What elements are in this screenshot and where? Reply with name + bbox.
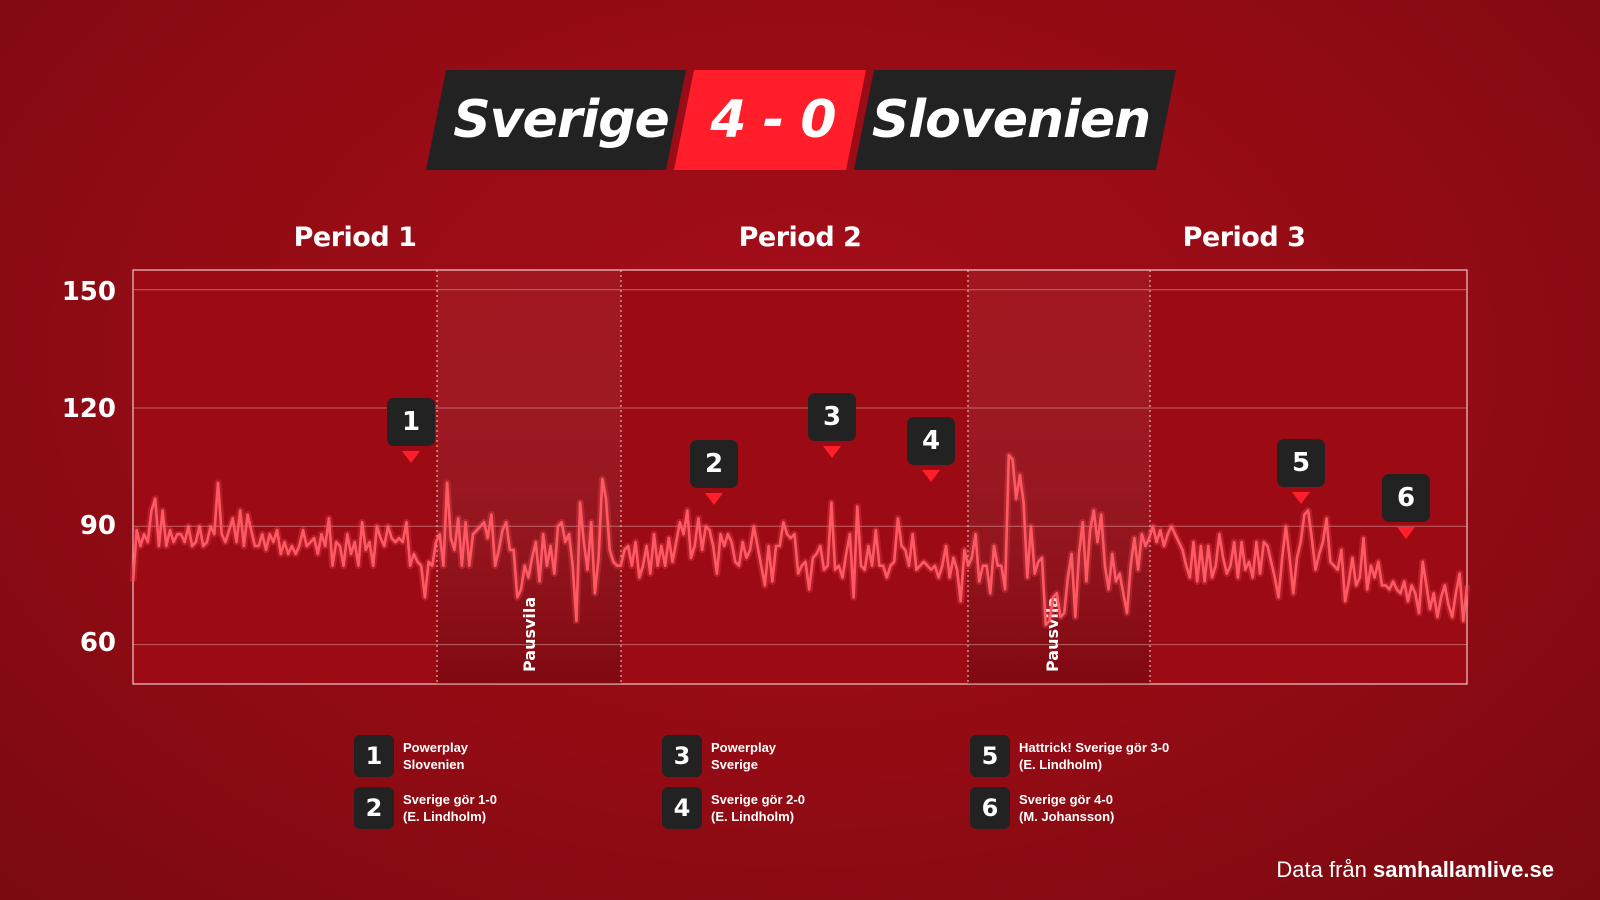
legend-item: 6 Sverige gör 4-0 (M. Johansson) — [970, 787, 1270, 829]
legend-line: Slovenien — [403, 757, 465, 772]
gridlines — [133, 289, 1467, 646]
legend-text: Sverige gör 4-0 (M. Johansson) — [1019, 791, 1114, 825]
event-marker-arrow — [922, 470, 940, 482]
legend-number: 6 — [970, 787, 1010, 829]
legend-number: 4 — [662, 787, 702, 829]
y-tick-label: 150 — [61, 277, 116, 307]
match-score: 4 - 0 — [710, 90, 836, 150]
series-line — [131, 454, 1469, 627]
legend-item: 5 Hattrick! Sverige gör 3-0 (E. Lindholm… — [970, 735, 1270, 777]
legend-line: Sverige gör 4-0 — [1019, 792, 1113, 807]
home-team-panel — [426, 70, 686, 170]
legend-text: Sverige gör 1-0 (E. Lindholm) — [403, 791, 497, 825]
legend-number: 3 — [662, 735, 702, 777]
legend-line: Powerplay — [711, 740, 777, 755]
plot-area — [132, 269, 1468, 685]
data-source: Data från samhallamlive.se — [1276, 857, 1554, 883]
legend-text: Sverige gör 2-0 (E. Lindholm) — [711, 791, 805, 825]
pause-region-1 — [437, 270, 621, 684]
legend-number: 2 — [354, 787, 394, 829]
period-2-label: Period 2 — [738, 222, 862, 253]
source-prefix: Data från — [1276, 857, 1373, 882]
event-marker-arrow — [402, 451, 420, 463]
y-tick-label: 90 — [79, 511, 116, 541]
legend-line: Sverige gör 1-0 — [403, 792, 497, 807]
y-tick-label: 60 — [79, 628, 116, 658]
legend-line: (E. Lindholm) — [403, 809, 487, 824]
home-team-name: Sverige — [453, 90, 670, 150]
event-marker-arrow — [1397, 527, 1415, 539]
legend-text: Powerplay Sverige — [711, 739, 776, 773]
event-marker-4: 4 — [907, 417, 955, 465]
legend-item: 2 Sverige gör 1-0 (E. Lindholm) — [354, 787, 654, 829]
event-marker-arrow — [823, 446, 841, 458]
legend-line: (M. Johansson) — [1019, 809, 1115, 824]
away-team-panel — [854, 70, 1176, 170]
legend-text: Hattrick! Sverige gör 3-0 (E. Lindholm) — [1019, 739, 1169, 773]
pause-label: Pausvila — [520, 597, 539, 672]
y-tick-label: 120 — [61, 394, 116, 424]
event-marker-5: 5 — [1277, 439, 1325, 487]
legend-item: 4 Sverige gör 2-0 (E. Lindholm) — [662, 787, 962, 829]
scoreboard: Sverige 4 - 0 Slovenien — [426, 70, 1176, 170]
away-team-name: Slovenien — [871, 90, 1151, 150]
legend-number: 5 — [970, 735, 1010, 777]
event-marker-arrow — [705, 493, 723, 505]
period-1-label: Period 1 — [293, 222, 417, 253]
legend-item: 3 Powerplay Sverige — [662, 735, 962, 777]
event-marker-arrow — [1292, 492, 1310, 504]
legend-text: Powerplay Slovenien — [403, 739, 468, 773]
pause-label: Pausvila — [1043, 597, 1062, 672]
legend-line: Sverige gör 2-0 — [711, 792, 805, 807]
legend-line: Powerplay — [403, 740, 469, 755]
event-marker-2: 2 — [690, 440, 738, 488]
event-marker-1: 1 — [387, 398, 435, 446]
legend-line: (E. Lindholm) — [1019, 757, 1103, 772]
scoreboard-background — [426, 70, 1176, 170]
event-marker-6: 6 — [1382, 474, 1430, 522]
legend-item: 1 Powerplay Slovenien — [354, 735, 654, 777]
event-marker-3: 3 — [808, 393, 856, 441]
period-3-label: Period 3 — [1182, 222, 1306, 253]
legend-line: (E. Lindholm) — [711, 809, 795, 824]
source-site: samhallamlive.se — [1372, 857, 1554, 882]
legend-line: Hattrick! Sverige gör 3-0 — [1019, 740, 1170, 755]
score-panel — [674, 70, 866, 170]
legend-line: Sverige — [711, 757, 758, 772]
legend-number: 1 — [354, 735, 394, 777]
